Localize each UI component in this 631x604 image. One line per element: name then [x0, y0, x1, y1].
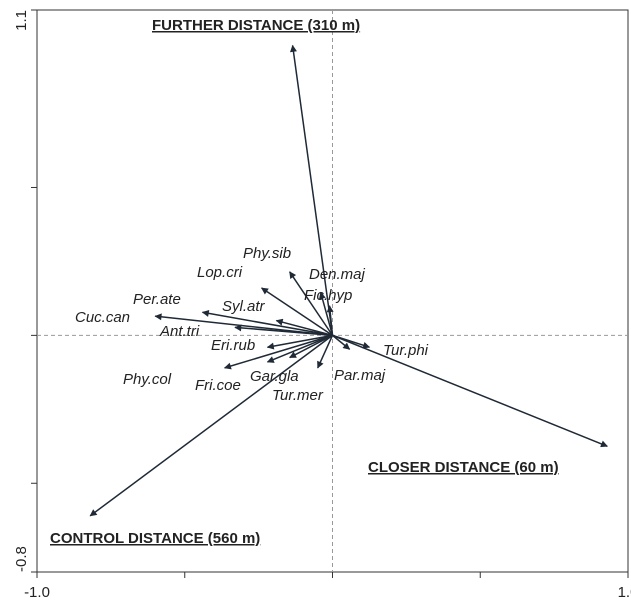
species-vector — [326, 305, 334, 336]
species-vector-label: Phy.sib — [243, 245, 291, 262]
env-vector-label: FURTHER DISTANCE (310 m) — [152, 17, 360, 34]
species-vector-label: Gar.gla — [250, 368, 299, 385]
species-vector — [223, 334, 333, 370]
species-vector-label: Eri.rub — [211, 337, 255, 354]
species-vector — [154, 313, 333, 337]
species-vector-label: Syl.atr — [222, 298, 266, 315]
species-vector — [275, 318, 333, 337]
species-vector — [289, 271, 334, 336]
species-vector-label: Ant.tri — [159, 323, 200, 340]
species-vector — [289, 334, 333, 359]
species-vector-label: Tur.mer — [272, 387, 324, 404]
species-vector — [234, 324, 333, 337]
y-tick-label: -0.8 — [13, 546, 30, 572]
species-vector — [317, 335, 334, 369]
species-vector-label: Phy.col — [123, 371, 172, 388]
species-vector-label: Lop.cri — [197, 264, 243, 281]
env-vector — [332, 334, 608, 448]
x-tick-label: 1.0 — [618, 584, 631, 601]
env-vector — [89, 334, 333, 517]
species-vector — [332, 334, 351, 350]
species-vector-label: Fri.coe — [195, 377, 241, 394]
species-vector — [332, 334, 371, 349]
y-tick-label: 1.1 — [13, 10, 30, 31]
x-tick-label: -1.0 — [24, 584, 50, 601]
species-vector — [266, 334, 333, 363]
species-vector-label: Cuc.can — [75, 309, 130, 326]
env-vector-label: CONTROL DISTANCE (560 m) — [50, 530, 260, 547]
species-vector-label: Per.ate — [133, 291, 181, 308]
species-vector — [318, 291, 334, 336]
env-vector-label: CLOSER DISTANCE (60 m) — [368, 459, 559, 476]
species-vector — [260, 287, 333, 336]
species-vector-label: Par.maj — [334, 367, 386, 384]
species-vector-label: Tur.phi — [383, 342, 429, 359]
env-vector — [289, 44, 334, 336]
species-vector — [201, 309, 333, 337]
species-vector-label: Fic.hyp — [304, 287, 352, 304]
species-vector — [266, 334, 333, 350]
species-vector-label: Den.maj — [309, 266, 366, 283]
